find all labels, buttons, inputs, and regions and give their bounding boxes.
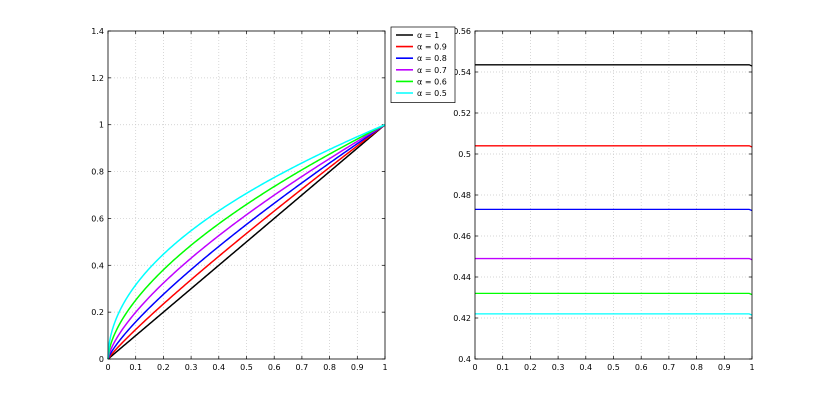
left-x-tick-label: 0 [105,363,110,372]
right-y-tick-label: 0.44 [453,273,471,282]
right-x-tick-label: 0.8 [690,363,703,372]
left-y-tick-label: 1.4 [91,27,104,36]
right-series-line [475,64,753,67]
legend-entry: α = 0.9 [417,43,447,52]
left-x-tick-label: 0.3 [185,363,198,372]
left-axes-frame [107,30,386,360]
left-series-line [107,124,386,360]
right-x-tick-label: 0.2 [524,363,537,372]
left-series-line [107,124,386,360]
left-x-tick-label: 0.9 [351,363,364,372]
left-x-tick-label: 1 [382,363,387,372]
left-y-tick-label: 1.2 [91,74,104,83]
legend-entry: α = 0.5 [417,89,447,98]
left-x-tick-label: 0.7 [296,363,309,372]
right-y-tick-label: 0.42 [453,314,471,323]
left-x-tick-label: 0.6 [268,363,281,372]
legend-box [390,26,456,103]
left-plot-area [108,31,385,359]
legend-entry: α = 0.6 [417,77,447,86]
right-y-tick-label: 0.4 [458,355,471,364]
right-y-tick-label: 0.5 [458,150,471,159]
left-y-tick-label: 0.8 [91,168,104,177]
left-series-line [107,124,386,360]
left-y-tick-label: 0.2 [91,308,104,317]
right-series-line [475,292,753,296]
right-y-tick-label: 0.48 [453,191,471,200]
left-x-tick-label: 0.2 [157,363,170,372]
right-plot: 0 0.1 0.2 0.3 0.4 0.5 0.6 0.7 0.8 0.9 1 0.4 0.42 0.44… [453,27,754,372]
right-series-line [475,257,753,261]
right-x-tick-label: 0.1 [496,363,509,372]
left-x-tick-label: 0.4 [212,363,225,372]
left-series-line [107,124,386,360]
legend-entry: α = 1 [417,31,439,40]
left-x-tick-label: 0.1 [129,363,142,372]
legend: α = 1 α = 0.9 α = 0.8 α = 0.7 α = 0.6 α = 0.5 [390,26,456,103]
right-x-tick-label: 1 [749,363,754,372]
right-series-line [475,208,753,212]
left-y-tick-label: 0.6 [91,214,104,223]
right-axes-frame [474,30,753,360]
right-x-tick-label: 0.6 [635,363,648,372]
right-y-tick-label: 0.56 [453,27,471,36]
legend-entry: α = 0.7 [417,66,447,75]
right-x-tick-label: 0.4 [579,363,592,372]
left-series-line [107,124,386,360]
left-series-line [107,124,386,360]
right-x-tick-label: 0 [472,363,477,372]
left-y-tick-label: 1 [99,121,104,130]
left-x-tick-label: 0.5 [240,363,253,372]
left-x-tick-label: 0.8 [323,363,336,372]
legend-entry: α = 0.8 [417,54,447,63]
left-y-tick-label: 0.4 [91,261,104,270]
right-x-tick-label: 0.7 [663,363,676,372]
right-y-tick-label: 0.46 [453,232,471,241]
right-series-line [475,313,753,316]
right-x-tick-label: 0.9 [718,363,731,372]
left-y-tick-label: 0 [99,355,104,364]
right-series-line [475,145,753,148]
right-x-tick-label: 0.5 [607,363,620,372]
right-y-tick-label: 0.52 [453,109,471,118]
left-plot: 0 0.1 0.2 0.3 0.4 0.5 0.6 0.7 0.8 0.9 1 0 0.2 0.4 0.6 0… [91,27,387,372]
right-x-tick-label: 0.3 [552,363,565,372]
right-y-tick-label: 0.54 [453,68,471,77]
